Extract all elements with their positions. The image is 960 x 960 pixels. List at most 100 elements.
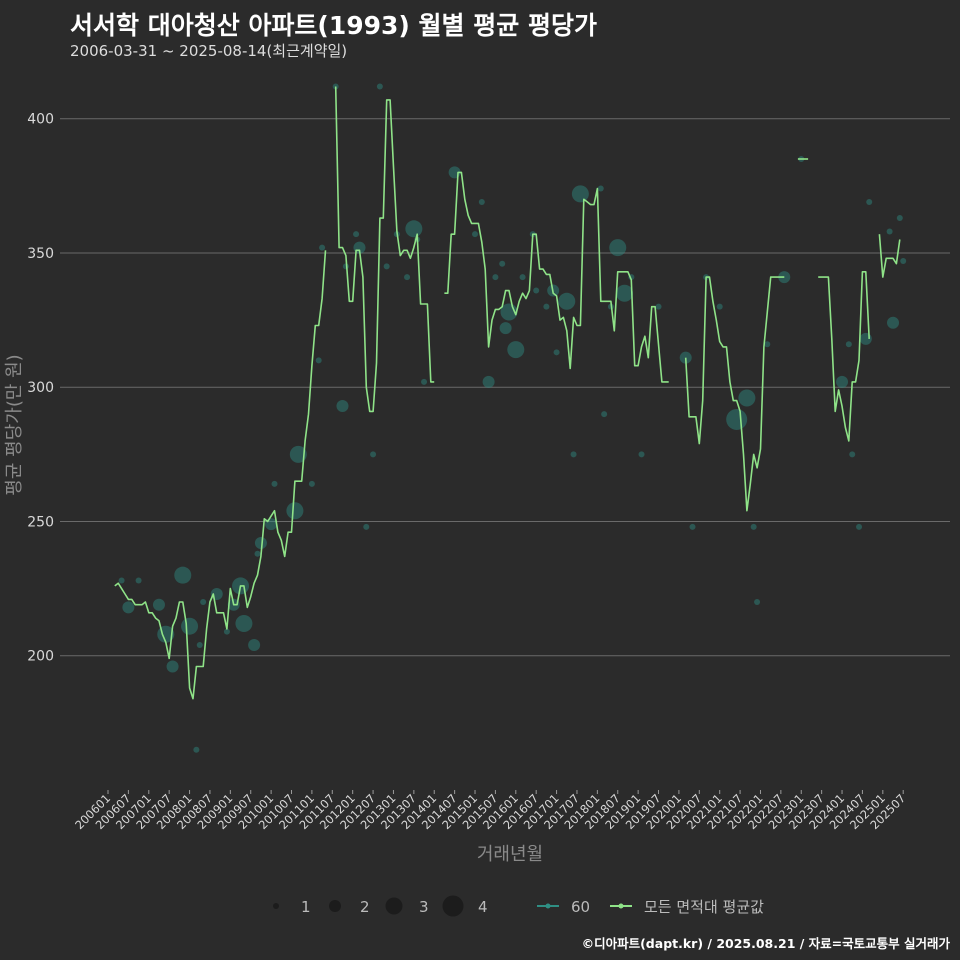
avg-line-segment [114, 250, 327, 700]
series-60-point [616, 284, 634, 302]
series-60-point [764, 341, 771, 348]
series-60-point [482, 375, 495, 388]
series-60-point [336, 400, 349, 413]
legend-series-label: 모든 면적대 평균값 [644, 898, 764, 916]
series-60-point [353, 231, 360, 238]
y-axis: 200 250 300 350 400 [27, 112, 54, 665]
series-60-point [655, 303, 662, 310]
legend-series-marker [618, 903, 624, 909]
series-60-point [716, 303, 723, 310]
series-60-point [248, 639, 261, 651]
legend: 1 2 3 4 60 모든 면적대 평균값 [273, 895, 764, 917]
series-60-point [900, 258, 907, 265]
series-60-points [118, 83, 907, 753]
grid [60, 118, 950, 657]
series-60-point [533, 287, 540, 294]
series-60-point [376, 83, 383, 90]
x-axis-title: 거래년월 [477, 844, 543, 865]
series-60-point [421, 378, 428, 385]
y-axis-title: 평균 평당가(만 원) [4, 354, 25, 495]
series-60-point [558, 292, 576, 310]
series-60-point [679, 351, 692, 364]
series-60-point [750, 523, 757, 530]
chart-title: 서서학 대아청산 아파트(1993) 월별 평균 평당가 [70, 11, 597, 40]
y-tick-label: 350 [27, 246, 54, 262]
series-60-point [492, 274, 499, 281]
series-60-point [726, 408, 748, 430]
series-60-point [254, 550, 261, 557]
series-60-point [886, 228, 893, 235]
series-60-point [152, 598, 165, 611]
series-60-point [332, 83, 339, 90]
legend-size-label: 3 [419, 898, 429, 916]
series-60-point [118, 577, 125, 584]
series-60-point [308, 480, 315, 487]
series-60-point [478, 198, 485, 205]
chart-subtitle: 2006-03-31 ~ 2025-08-14(최근계약일) [70, 42, 348, 60]
series-60-point [754, 599, 761, 606]
series-60-point [887, 316, 900, 329]
legend-size-label: 1 [301, 898, 311, 916]
series-60-point [845, 341, 852, 348]
y-tick-label: 250 [27, 514, 54, 530]
series-60-point [196, 642, 203, 648]
avg-line-segment [818, 270, 870, 442]
x-axis: 2006012006072007012007072008012008072009… [72, 790, 908, 832]
series-60-point [404, 274, 411, 281]
series-60-point [499, 322, 512, 335]
series-60-point [286, 502, 304, 520]
legend-size-key [273, 903, 279, 909]
series-60-point [319, 244, 326, 251]
y-tick-label: 300 [27, 380, 54, 396]
series-60-point [507, 341, 525, 359]
series-60-point [570, 451, 577, 458]
series-60-point [315, 357, 322, 364]
series-60-point [200, 599, 207, 606]
series-60-point [836, 375, 849, 388]
series-60-point [553, 349, 560, 356]
series-60-point [849, 451, 856, 458]
series-60-point [405, 220, 423, 238]
series-60-point [363, 523, 370, 530]
avg-line-segment [878, 234, 901, 278]
legend-size-label: 4 [478, 898, 488, 916]
series-60-point [543, 303, 550, 310]
legend-size-key [329, 900, 341, 912]
series-60-point [383, 263, 390, 270]
series-60-point [866, 198, 873, 205]
legend-series-label: 60 [571, 898, 590, 916]
series-60-point [135, 577, 142, 584]
credit-text: ©디아파트(dapt.kr) / 2025.08.21 / 자료=국토교통부 실… [581, 936, 950, 951]
avg-line-segment [444, 171, 669, 383]
legend-size-key [442, 895, 464, 917]
series-60-point [235, 615, 253, 633]
series-60-point [472, 231, 479, 238]
y-tick-label: 200 [27, 649, 54, 665]
series-60-point [519, 274, 526, 281]
series-60-point [689, 523, 696, 530]
series-60-point [271, 480, 278, 487]
series-60-point [609, 239, 627, 257]
series-60-point [193, 746, 200, 753]
series-avg-line [114, 86, 901, 700]
legend-size-label: 2 [360, 898, 370, 916]
series-60-point [856, 523, 863, 530]
series-60-point [597, 185, 604, 192]
series-60-point [223, 628, 230, 635]
avg-line-segment [334, 86, 435, 413]
series-60-point [859, 332, 872, 345]
series-60-point [122, 601, 135, 614]
series-60-point [601, 411, 608, 418]
legend-series-marker [545, 903, 551, 909]
series-60-point [638, 451, 645, 458]
series-60-point [166, 660, 179, 673]
series-60-point [571, 185, 589, 203]
series-60-point [499, 260, 506, 267]
legend-size-key [385, 897, 403, 915]
avg-line-segment [684, 276, 785, 512]
series-60-point [254, 536, 267, 549]
series-60-point [738, 389, 756, 407]
y-tick-label: 400 [27, 112, 54, 128]
series-60-point [896, 215, 903, 222]
